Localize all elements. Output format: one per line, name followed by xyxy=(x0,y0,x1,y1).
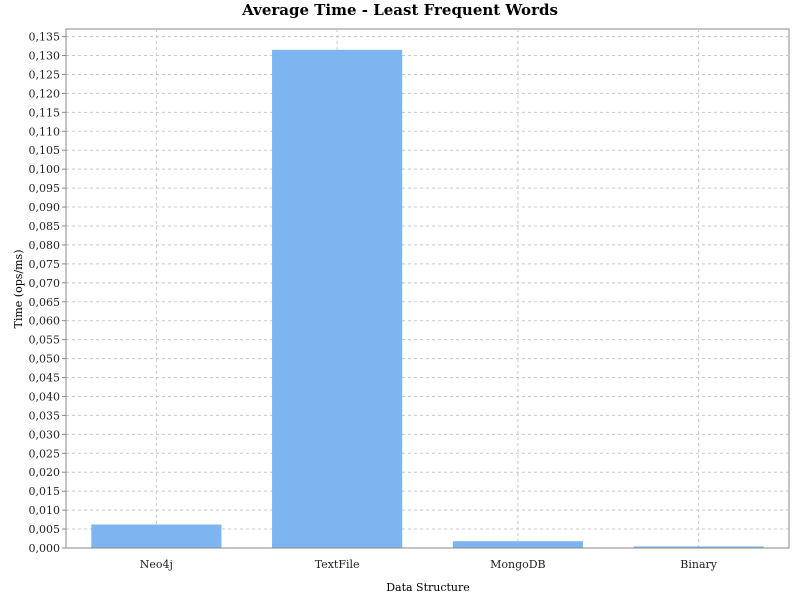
y-tick-label: 0,015 xyxy=(29,485,61,498)
y-tick-label: 0,090 xyxy=(29,201,61,214)
y-tick-label: 0,035 xyxy=(29,409,61,422)
bars xyxy=(91,49,764,549)
x-category-label: Neo4j xyxy=(140,558,173,571)
y-tick-label: 0,000 xyxy=(29,542,61,555)
bar-binary xyxy=(633,546,764,548)
y-tick-label: 0,120 xyxy=(29,87,61,100)
y-tick-label: 0,020 xyxy=(29,466,61,479)
y-tick-label: 0,095 xyxy=(29,182,61,195)
y-tick-label: 0,060 xyxy=(29,315,61,328)
bar-mongodb xyxy=(452,541,583,548)
grid-lines xyxy=(66,29,789,549)
y-tick-label: 0,135 xyxy=(29,31,61,44)
y-tick-label: 0,075 xyxy=(29,258,61,271)
y-tick-label: 0,040 xyxy=(29,390,61,403)
y-tick-label: 0,125 xyxy=(29,68,61,81)
y-tick-label: 0,065 xyxy=(29,296,61,309)
y-tick-label: 0,045 xyxy=(29,372,61,385)
y-tick-label: 0,005 xyxy=(29,523,61,536)
y-tick-label: 0,110 xyxy=(29,125,61,138)
x-category-label: MongoDB xyxy=(490,558,546,571)
y-tick-label: 0,115 xyxy=(29,106,61,119)
y-tick-label: 0,070 xyxy=(29,277,61,290)
y-tick-label: 0,030 xyxy=(29,428,61,441)
x-axis-categories: Neo4j TextFile MongoDB Binary xyxy=(140,558,718,571)
x-category-label: Binary xyxy=(680,558,718,571)
y-tick-label: 0,105 xyxy=(29,144,61,157)
x-axis-label: Data Structure xyxy=(386,581,470,594)
y-tick-label: 0,080 xyxy=(29,239,61,252)
y-tick-label: 0,050 xyxy=(29,353,61,366)
y-axis-ticks: 0,000 0,005 0,010 0,015 0,020 0,025 0,030 0,035… xyxy=(29,31,66,555)
bar-textfile xyxy=(272,49,403,549)
y-axis-label: Time (ops/ms) xyxy=(12,250,25,329)
y-tick-label: 0,025 xyxy=(29,447,61,460)
chart-title: Average Time - Least Frequent Words xyxy=(241,1,558,19)
bar-neo4j xyxy=(91,524,222,548)
y-tick-label: 0,055 xyxy=(29,334,61,347)
x-category-label: TextFile xyxy=(315,558,360,571)
y-tick-label: 0,130 xyxy=(29,50,61,63)
plot-area xyxy=(65,28,790,549)
y-tick-label: 0,085 xyxy=(29,220,61,233)
y-tick-label: 0,100 xyxy=(29,163,61,176)
y-tick-label: 0,010 xyxy=(29,504,61,517)
